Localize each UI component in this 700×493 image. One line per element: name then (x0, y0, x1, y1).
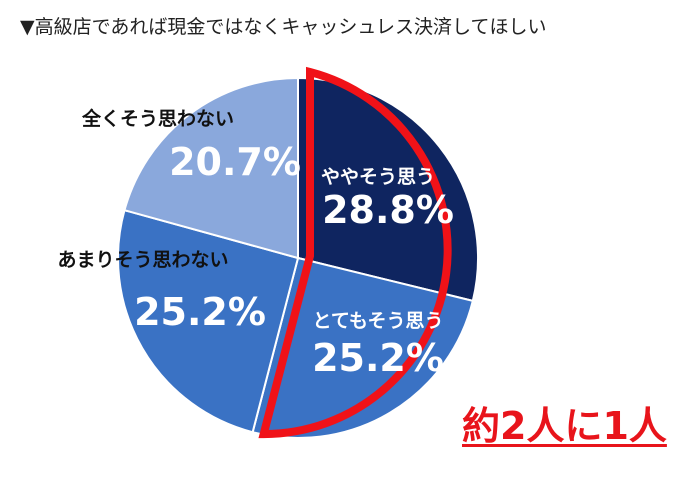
highlight-outline (258, 66, 452, 439)
value-label: 25.2% (134, 290, 266, 334)
category-label: ややそう思う (321, 166, 435, 188)
value-label: 25.2% (312, 336, 444, 380)
callout-annotation: 約2人に1人 (462, 404, 667, 448)
pie-slice-3 (117, 208, 300, 434)
value-label: 28.8% (322, 188, 454, 232)
category-label: とてもそう思う (312, 310, 443, 332)
value-label: 20.7% (169, 140, 301, 184)
category-label: あまりそう思わない (57, 249, 228, 271)
pie-slice-2 (251, 256, 475, 439)
chart-title: ▼高級店であれば現金ではなくキャッシュレス決済してほしい (20, 16, 547, 38)
category-label: 全くそう思わない (81, 107, 234, 130)
pie-slice-4 (123, 76, 299, 260)
